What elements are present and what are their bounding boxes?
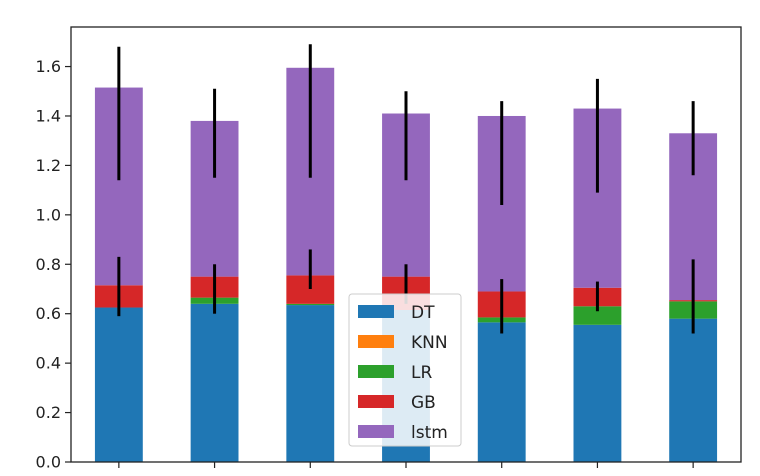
bar-dt-6 (573, 324, 622, 462)
y-tick-label: 0.6 (36, 304, 61, 323)
y-tick-label: 0.8 (36, 255, 61, 274)
bar-dt-2 (190, 303, 239, 462)
bar-dt-7 (669, 318, 718, 462)
bar-dt-3 (286, 305, 335, 462)
bar-dt-1 (94, 307, 143, 462)
legend-label-lr: LR (411, 363, 432, 383)
legend-swatch-gb (358, 395, 394, 408)
y-tick-label: 1.2 (36, 156, 61, 175)
y-tick-label: 1.4 (36, 106, 61, 125)
legend-swatch-lstm (358, 425, 394, 438)
y-axis: 0.0 0.2 0.4 0.6 0.8 1.0 1.2 1.4 1.6 (36, 57, 71, 472)
legend-label-knn: KNN (411, 333, 448, 353)
legend-label-gb: GB (411, 393, 436, 413)
legend-swatch-dt (358, 305, 394, 318)
legend-label-dt: DT (411, 303, 435, 323)
legend-label-lstm: lstm (411, 423, 448, 443)
y-tick-label: 1.0 (36, 205, 61, 224)
legend-swatch-knn (358, 335, 394, 348)
legend-swatch-lr (358, 365, 394, 378)
y-tick-label: 0.4 (36, 354, 61, 373)
bar-dt-5 (477, 322, 526, 462)
legend: DT KNN LR GB lstm (348, 293, 462, 447)
y-tick-label: 1.6 (36, 57, 61, 76)
bar-lr-6 (573, 306, 622, 325)
y-tick-label: 0.2 (36, 403, 61, 422)
x-axis (118, 462, 694, 468)
y-tick-label: 0.0 (36, 453, 61, 472)
errorbars-layer (117, 44, 695, 334)
bar-lr-3 (286, 303, 335, 306)
